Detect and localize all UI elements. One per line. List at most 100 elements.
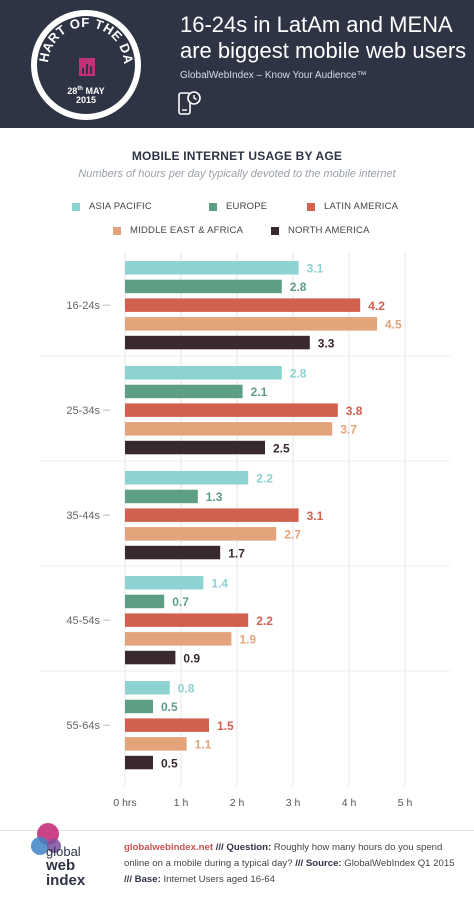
source-label: Source: — [305, 858, 342, 869]
category-label: 25-34s — [66, 405, 100, 417]
data-label: 1.4 — [211, 577, 228, 591]
legend-item: MIDDLE EAST & AFRICA — [113, 225, 243, 236]
bar — [125, 317, 377, 331]
x-tick-label: 2 h — [230, 797, 245, 809]
legend-label: LATIN AMERICA — [324, 201, 399, 212]
data-label: 0.5 — [161, 700, 178, 714]
legend-swatch — [72, 202, 80, 211]
legend-swatch — [113, 226, 121, 235]
x-tick-label: 3 h — [286, 797, 301, 809]
bar — [125, 422, 333, 436]
legend-label: NORTH AMERICA — [288, 225, 370, 236]
source-text: GlobalWebIndex Q1 2015 — [344, 858, 455, 869]
data-label: 3.1 — [307, 262, 324, 276]
data-label: 1.1 — [195, 738, 212, 752]
bar — [125, 403, 338, 417]
logo-word-web: web — [46, 857, 76, 874]
data-label: 1.7 — [228, 546, 245, 560]
question-text: Roughly how many hours do you spend onli… — [124, 842, 443, 869]
bar — [125, 279, 282, 294]
data-label: 0.7 — [172, 595, 189, 609]
legend-item: LATIN AMERICA — [307, 201, 398, 212]
chart-of-the-day-badge: CHART OF THE DAY 28th MAY 2015 — [31, 10, 141, 120]
data-label: 1.9 — [239, 633, 256, 647]
badge-year: 2015 — [75, 95, 97, 105]
bar — [125, 384, 243, 399]
data-label: 2.7 — [284, 528, 301, 542]
base-text: Internet Users aged 16-64 — [163, 874, 275, 885]
category-label: 45-54s — [66, 615, 100, 627]
bar — [125, 298, 361, 312]
badge-date: 28th MAY — [67, 86, 105, 96]
legend-item: ASIA PACIFIC — [72, 201, 152, 212]
data-label: 4.5 — [385, 318, 402, 332]
x-tick-label: 1 h — [174, 797, 189, 809]
bar — [125, 471, 249, 485]
legend-item: NORTH AMERICA — [271, 225, 370, 236]
footer-divider — [0, 830, 474, 831]
x-tick-label: 0 hrs — [113, 797, 136, 809]
data-label: 3.1 — [307, 509, 324, 523]
bar — [125, 527, 277, 541]
chart-title: MOBILE INTERNET USAGE BY AGE — [131, 149, 343, 163]
separator: /// — [215, 842, 224, 853]
bar — [125, 576, 204, 590]
bar — [125, 545, 221, 560]
data-label: 4.2 — [368, 299, 385, 313]
bar — [125, 261, 299, 275]
category-label: 35-44s — [66, 510, 100, 522]
bar — [125, 632, 232, 646]
globalwebindex-logo — [31, 823, 61, 855]
separator: /// — [124, 874, 132, 885]
bar — [125, 366, 282, 380]
bar — [125, 737, 187, 751]
bar — [125, 650, 176, 665]
page-subtitle: GlobalWebIndex – Know Your Audience™ — [180, 70, 367, 81]
legend-label: ASIA PACIFIC — [89, 201, 152, 212]
site-link[interactable]: globalwebindex.net — [124, 842, 214, 853]
legend-item: EUROPE — [209, 201, 267, 212]
page-title: 16-24s in LatAm and MENA are biggest mob… — [180, 12, 467, 63]
header-banner: CHART OF THE DAY 28th MAY 2015 16-24s in… — [0, 0, 474, 128]
data-label: 3.7 — [340, 423, 357, 437]
bar — [125, 699, 153, 714]
separator: /// — [295, 858, 304, 869]
x-tick-label: 4 h — [342, 797, 357, 809]
legend-swatch — [307, 202, 315, 211]
bar — [125, 755, 153, 770]
bar — [125, 335, 310, 350]
bar-chart-icon — [79, 58, 95, 76]
data-label: 2.8 — [290, 367, 307, 381]
data-label: 2.1 — [251, 385, 268, 399]
data-label: 3.8 — [346, 404, 363, 418]
badge-ring: CHART OF THE DAY — [31, 10, 136, 76]
x-tick-label: 5 h — [398, 797, 413, 809]
bar — [125, 681, 170, 695]
bar — [125, 613, 249, 627]
bar — [125, 489, 198, 504]
data-label: 2.5 — [273, 441, 290, 455]
bar — [125, 508, 299, 522]
category-label: 55-64s — [66, 720, 100, 732]
bar — [125, 718, 209, 732]
question-label: Question: — [226, 842, 272, 853]
data-label: 2.2 — [256, 472, 273, 486]
phone-clock-icon — [178, 91, 201, 115]
chart-subtitle: Numbers of hours per day typically devot… — [78, 168, 396, 180]
data-label: 2.8 — [290, 280, 307, 294]
bar — [125, 594, 165, 609]
data-label: 3.3 — [318, 336, 335, 350]
logo-word-global: global — [46, 844, 81, 859]
footer-notes: globalwebindex.net /// Question: Roughly… — [124, 840, 464, 888]
legend-swatch — [209, 202, 217, 211]
data-label: 0.5 — [161, 756, 178, 770]
data-label: 0.8 — [178, 682, 195, 696]
logo-word-index: index — [46, 872, 86, 889]
legend-swatch — [271, 226, 279, 235]
data-label: 0.9 — [183, 651, 200, 665]
legend-label: MIDDLE EAST & AFRICA — [130, 225, 244, 236]
legend-label: EUROPE — [226, 201, 268, 212]
bar — [125, 440, 265, 455]
base-label: Base: — [134, 874, 161, 885]
